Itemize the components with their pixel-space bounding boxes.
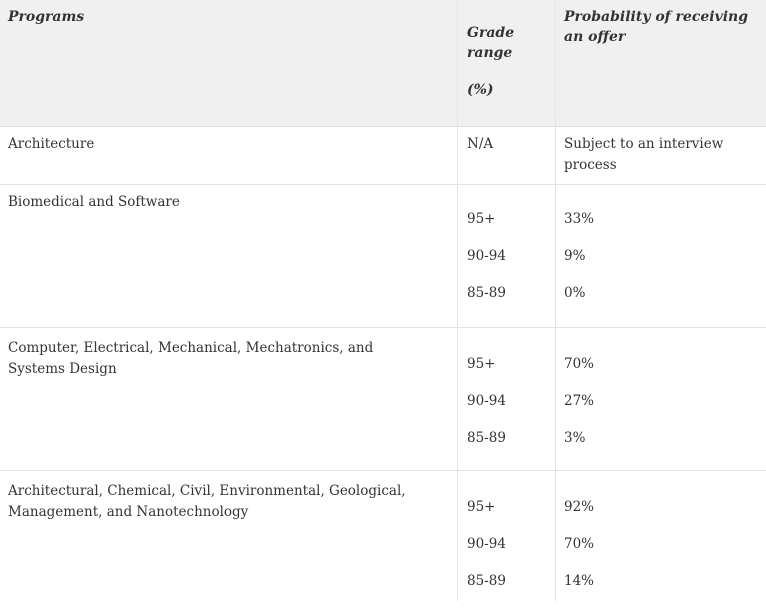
probability-value: 0%: [564, 285, 586, 301]
probability-value: 92%: [564, 499, 595, 515]
header-grade-cell: Grade range (%): [458, 0, 556, 126]
table-row: Architecture N/A Subject to an interview…: [0, 127, 766, 185]
table-row: Architectural, Chemical, Civil, Environm…: [0, 471, 766, 601]
grade-value: 90-94: [467, 536, 506, 552]
header-probability-cell: Probability of receiving an offer: [556, 0, 766, 126]
grade-value: 85-89: [467, 430, 506, 446]
probability-value: 9%: [564, 248, 586, 264]
probability-value: Subject to an interview process: [564, 136, 724, 173]
header-grade-unit: (%): [467, 82, 494, 98]
table-header: Programs Grade range (%) Probability of …: [0, 0, 766, 127]
header-programs: Programs: [8, 9, 85, 25]
grade-value: 85-89: [467, 285, 506, 301]
grade-value: 90-94: [467, 393, 506, 409]
program-name: Computer, Electrical, Mechanical, Mechat…: [8, 340, 374, 377]
table-row: Computer, Electrical, Mechanical, Mechat…: [0, 328, 766, 471]
probability-value: 70%: [564, 356, 595, 372]
header-programs-cell: Programs: [0, 0, 458, 126]
header-grade-range: Grade range: [467, 25, 515, 61]
probability-value: 27%: [564, 393, 595, 409]
probability-value: 14%: [564, 573, 595, 589]
grade-value: N/A: [467, 136, 494, 152]
header-probability: Probability of receiving an offer: [564, 9, 749, 45]
probability-value: 3%: [564, 430, 586, 446]
grade-value: 85-89: [467, 573, 506, 589]
program-name: Architectural, Chemical, Civil, Environm…: [8, 483, 406, 520]
grade-value: 90-94: [467, 248, 506, 264]
probability-value: 33%: [564, 211, 595, 227]
program-name: Architecture: [8, 136, 95, 152]
probability-value: 70%: [564, 536, 595, 552]
program-name: Biomedical and Software: [8, 194, 180, 210]
grade-value: 95+: [467, 499, 496, 515]
grade-value: 95+: [467, 211, 496, 227]
grade-value: 95+: [467, 356, 496, 372]
table-row: Biomedical and Software 95+ 90-94 85-89 …: [0, 185, 766, 328]
